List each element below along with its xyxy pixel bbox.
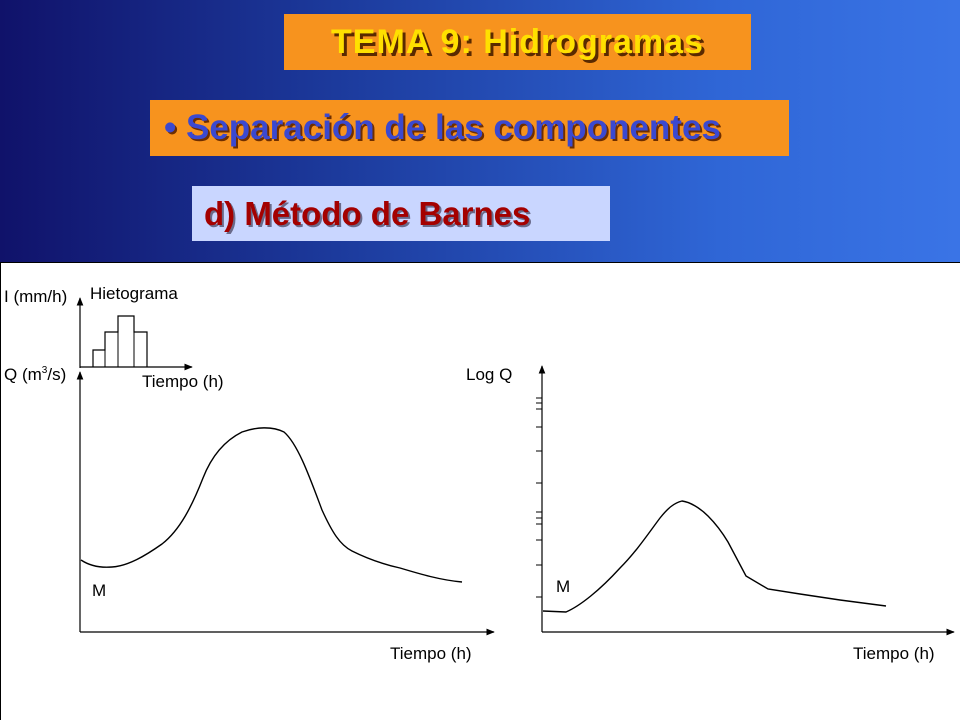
point-m-label: M: [92, 581, 106, 600]
discharge-axis-label: Q (m3/s): [4, 365, 66, 384]
bullet-icon: •: [164, 108, 186, 147]
log-scale-ticks: [536, 397, 542, 598]
method-title: d) Método de Barnes: [204, 195, 531, 232]
log-q-axis-label: Log Q: [466, 365, 512, 384]
discharge-label-suffix: /s): [47, 365, 66, 384]
point-m-label: M: [556, 577, 570, 596]
subtitle-bullet-item: • Separación de las componentes: [164, 100, 721, 156]
log-hydrograph-curve: [542, 500, 887, 613]
subtitle-text: Separación de las componentes: [185, 108, 721, 147]
hyetograph-title: Hietograma: [90, 284, 178, 303]
intensity-axis-label: I (mm/h): [4, 287, 67, 306]
diagram-panel: [0, 262, 960, 720]
hyetograph-time-label: Tiempo (h): [142, 372, 224, 391]
hydrograph-curve: [80, 427, 463, 583]
discharge-label-prefix: Q (m: [4, 365, 42, 384]
right-log-hydrograph: M Log Q Tiempo (h): [466, 365, 955, 663]
page-title: TEMA 9: Hidrogramas: [331, 23, 704, 61]
x-axis-label: Tiempo (h): [853, 644, 935, 663]
subtitle-box: • Separación de las componentes: [150, 100, 789, 156]
x-axis-label: Tiempo (h): [390, 644, 472, 663]
discharge-label-exponent: 3: [42, 365, 48, 376]
left-hydrograph: Hietograma I (mm/h) Q (m3/s) Tiempo (h) …: [4, 284, 495, 663]
hyetograph-bars: [92, 315, 148, 367]
method-box: d) Método de Barnes: [192, 186, 610, 241]
title-box: TEMA 9: Hidrogramas: [284, 14, 751, 70]
